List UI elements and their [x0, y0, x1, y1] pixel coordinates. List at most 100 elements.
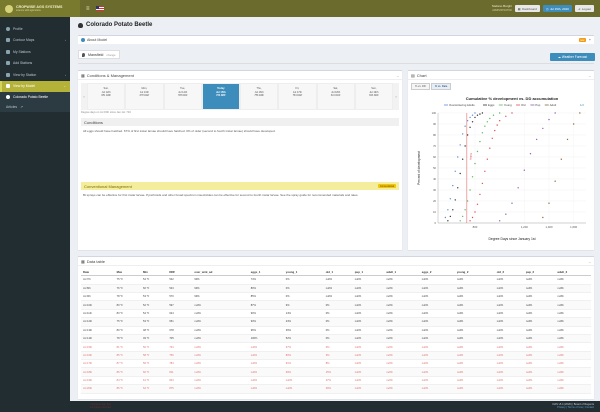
data-point — [452, 184, 454, 187]
location-tab[interactable]: Mansfield change — [78, 50, 120, 59]
column-header[interactable]: old_2 — [494, 268, 524, 277]
column-header[interactable]: over_wint_ad — [192, 268, 249, 277]
data-point — [481, 132, 484, 134]
table-cell: null% — [323, 292, 353, 302]
data-point — [542, 216, 544, 219]
table-cell: null% — [352, 317, 385, 327]
data-point — [511, 202, 513, 204]
table-cell: 651 — [167, 317, 193, 327]
column-header[interactable]: Date — [81, 268, 115, 277]
logout-button[interactable]: ⇥ Logout — [574, 5, 594, 12]
user-info[interactable]: Stefano Borghi ADMINISTRATOR — [492, 4, 512, 12]
next-days-arrow[interactable]: › — [393, 83, 399, 110]
change-location-link[interactable]: change — [106, 52, 116, 57]
sidebar-item-view-by-station[interactable]: View by Station ‹ — [0, 69, 70, 81]
column-header[interactable]: old_1 — [323, 268, 353, 277]
column-header[interactable]: DDF — [167, 268, 193, 277]
column-header[interactable]: adult_1 — [384, 268, 420, 277]
weather-forecast-button[interactable]: ☁ Weather Forecast — [550, 53, 595, 61]
tab-pct-vs-dd[interactable]: % vs. DD — [411, 83, 430, 90]
collapse-icon[interactable]: – — [588, 258, 591, 264]
data-point — [459, 144, 461, 146]
data-point — [471, 114, 474, 116]
conventional-badge[interactable]: Conventional — [378, 184, 396, 188]
dashboard-button[interactable]: ▦ Dashboard — [514, 5, 540, 12]
sidebar-subitem-articles[interactable]: Articles ↗ — [0, 102, 70, 112]
day-dd: 843 DDF — [369, 94, 379, 98]
column-header[interactable]: Min — [141, 268, 168, 277]
day-card[interactable]: Mon, Jul 13th 678 DDF — [125, 83, 164, 110]
station-icon — [6, 49, 10, 54]
prev-days-arrow[interactable]: ‹ — [81, 83, 87, 110]
table-cell: null% — [494, 384, 524, 394]
table-row: Jul 12th 75 °F 53 °F 651 null% 93% 23% 0% null% n… — [81, 317, 591, 327]
table-cell: null% — [384, 384, 420, 394]
about-model-panel[interactable]: About Model new + — [78, 35, 594, 44]
table-cell: 58 °F — [141, 351, 168, 361]
column-header[interactable]: pup_2 — [523, 268, 556, 277]
external-link-icon: ↗ — [20, 105, 23, 109]
day-card[interactable]: Thu, Jul 16th 756 DDF — [240, 83, 279, 110]
us-flag-icon[interactable] — [95, 6, 104, 11]
table-cell: null% — [454, 292, 495, 302]
sidebar: Profile Contour Maps ‹ My Stations Add St… — [0, 17, 70, 412]
table-cell: null% — [555, 275, 591, 285]
table-cell: null% — [523, 334, 556, 344]
sidebar-item-add-stations[interactable]: Add Stations — [0, 58, 70, 70]
sidebar-subitem-colorado-potato-beetle[interactable]: Colorado Potato Beetle — [0, 92, 70, 102]
data-point — [476, 150, 479, 153]
table-cell: null% — [192, 342, 249, 352]
table-cell: 100% — [248, 334, 284, 344]
day-card[interactable]: Today Jul 15th 734 DDF — [201, 83, 240, 110]
column-header[interactable]: young_2 — [454, 268, 495, 277]
y-tick-label: 0 — [435, 221, 437, 225]
data-point — [464, 125, 466, 127]
date-button[interactable]: ◷ Jul 15th, 2020 — [542, 5, 572, 12]
footer-links[interactable]: Privacy | Terms of Use | Contact — [557, 406, 594, 409]
y-tick-label: 30 — [433, 188, 436, 192]
table-cell: null% — [555, 376, 591, 386]
sidebar-item-my-stations[interactable]: My Stations — [0, 46, 70, 58]
development-chart: Cumulative % development vs. DD accumula… — [417, 96, 586, 241]
data-point — [496, 124, 498, 126]
table-cell: null% — [419, 342, 455, 352]
day-card[interactable]: Fri, Jul 17th 784 DDF — [278, 83, 317, 110]
day-name: Sun, — [371, 87, 377, 90]
data-point — [479, 113, 481, 115]
column-header[interactable]: eggs_1 — [248, 268, 284, 277]
brand[interactable]: CROPWISE AGS SYSTEMS science with agricu… — [0, 0, 80, 17]
data-point — [457, 187, 459, 189]
sidebar-item-contour-maps[interactable]: Contour Maps ‹ — [0, 35, 70, 47]
collapse-icon[interactable]: – — [396, 72, 399, 78]
table-cell: null% — [419, 317, 455, 327]
dashboard-icon: ▦ — [517, 6, 521, 11]
column-header[interactable]: pup_1 — [352, 268, 385, 277]
day-card[interactable]: Sun, Jul 12th 651 DDF — [87, 83, 126, 110]
sidebar-item-view-by-model[interactable]: View by Model ⌄ — [0, 80, 70, 92]
table-cell: null% — [248, 367, 284, 377]
column-header[interactable]: adult_2 — [555, 268, 591, 277]
sidebar-item-profile[interactable]: Profile — [0, 23, 70, 35]
data-point — [489, 117, 491, 120]
day-card[interactable]: Sun, Jul 19th 843 DDF — [354, 83, 393, 110]
table-cell: 705 — [167, 334, 193, 344]
table-cell: null% — [192, 384, 249, 394]
table-cell: null% — [248, 376, 284, 386]
menu-toggle-icon[interactable]: ≡ — [86, 5, 90, 12]
column-header[interactable]: Max — [114, 268, 141, 277]
data-point — [489, 147, 491, 149]
day-name: Mon, — [141, 87, 148, 90]
tab-pct-vs-date[interactable]: % vs. Date — [430, 83, 452, 90]
sidebar-item-label: My Stations — [13, 49, 31, 54]
table-cell: null% — [419, 367, 455, 377]
column-header[interactable]: eggs_2 — [419, 268, 455, 277]
data-point — [476, 114, 479, 116]
day-date: Jul 19th — [369, 90, 379, 94]
column-header[interactable]: young_1 — [283, 268, 324, 277]
day-card[interactable]: Tue, Jul 14th 705 DDF — [163, 83, 202, 110]
collapse-icon[interactable]: – — [588, 72, 591, 78]
table-cell: null% — [352, 326, 385, 335]
day-card[interactable]: Sat, Jul 18th 811 DDF — [316, 83, 355, 110]
table-cell: 78 °F — [114, 334, 141, 344]
plus-icon[interactable]: + — [588, 38, 591, 42]
